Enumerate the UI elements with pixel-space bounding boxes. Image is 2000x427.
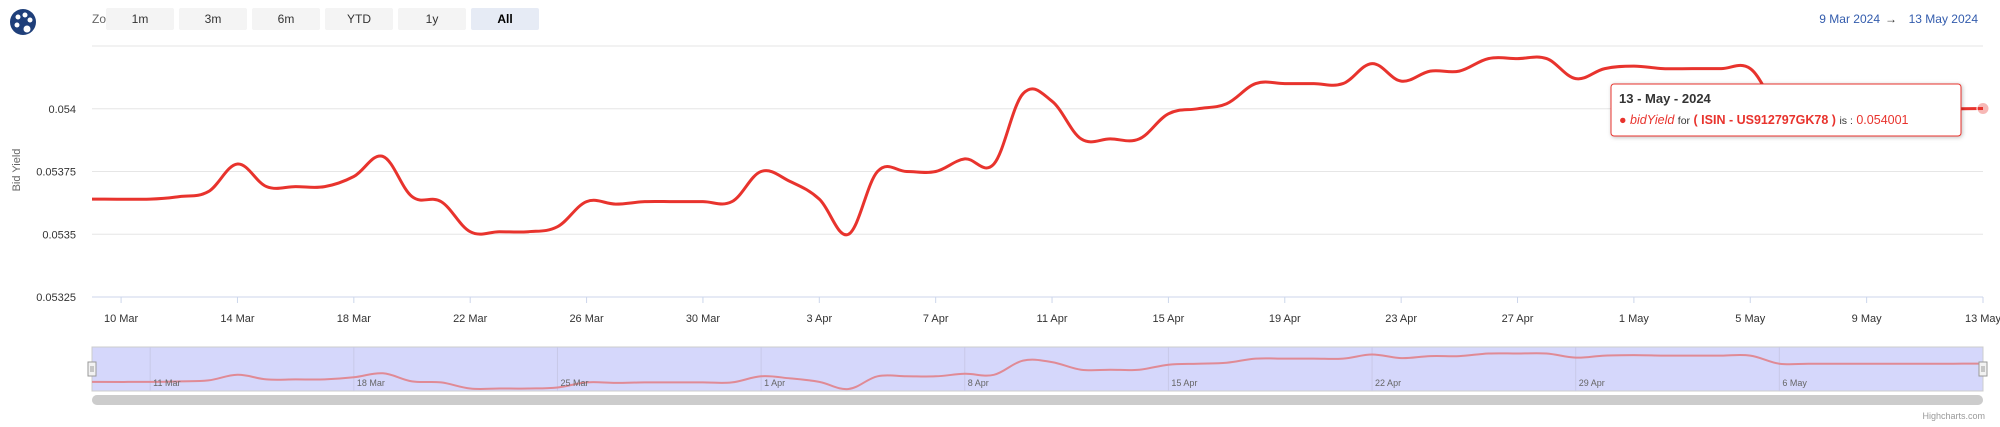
y-tick-label: 0.05325 — [36, 292, 76, 304]
x-tick-label: 14 Mar — [220, 313, 255, 325]
y-tick-label: 0.054 — [48, 104, 76, 116]
navigator-tick-label: 22 Apr — [1375, 378, 1401, 388]
zoom-buttons: 1m 3m 6m YTD 1y All — [106, 8, 539, 30]
x-tick-label: 7 Apr — [923, 313, 949, 325]
x-tick-label: 3 Apr — [806, 313, 832, 325]
zoom-button-label: 3m — [205, 12, 222, 26]
navigator-tick-label: 6 May — [1782, 378, 1807, 388]
x-tick-label: 22 Mar — [453, 313, 488, 325]
tooltip: 13 - May - 2024 ● bidYield for ( ISIN - … — [1610, 83, 1962, 137]
zoom-button-label: YTD — [347, 12, 371, 26]
y-tick-label: 0.05375 — [36, 167, 76, 179]
navigator-tick-label: 1 Apr — [764, 378, 785, 388]
navigator-tick-label: 25 Mar — [560, 378, 588, 388]
navigator-handle-right[interactable] — [1978, 361, 1988, 377]
x-tick-label: 11 Apr — [1037, 313, 1068, 325]
navigator-tick-label: 18 Mar — [357, 378, 385, 388]
x-tick-label: 18 Mar — [337, 313, 372, 325]
palette-icon[interactable] — [10, 9, 36, 35]
x-tick-label: 10 Mar — [104, 313, 139, 325]
x-tick-label: 26 Mar — [569, 313, 604, 325]
navigator-tick-label: 15 Apr — [1171, 378, 1197, 388]
zoom-button-1m[interactable]: 1m — [106, 8, 174, 30]
x-tick-label: 27 Apr — [1502, 313, 1534, 325]
zoom-button-label: All — [497, 12, 512, 26]
tooltip-series-name: bidYield — [1630, 113, 1675, 127]
tooltip-value: 0.054001 — [1856, 113, 1908, 127]
zoom-button-6m[interactable]: 6m — [252, 8, 320, 30]
tooltip-for: for — [1678, 115, 1691, 127]
y-tick-label: 0.0535 — [42, 229, 76, 241]
date-range-arrow: → — [1885, 12, 1897, 26]
navigator-mask[interactable] — [91, 346, 1984, 392]
navigator-tick-label: 8 Apr — [968, 378, 989, 388]
x-tick-label: 5 May — [1735, 313, 1765, 325]
zoom-button-label: 1m — [132, 12, 149, 26]
zoom-button-all[interactable]: All — [471, 8, 539, 30]
x-axis: 10 Mar 14 Mar 18 Mar 22 Mar 26 Mar 30 Mar 3 Ap… — [104, 297, 2000, 325]
credits[interactable]: Highcharts.com — [1922, 411, 1985, 421]
zoom-button-ytd[interactable]: YTD — [325, 8, 393, 30]
date-range-from[interactable]: 9 Mar 2024 — [1819, 12, 1880, 26]
x-tick-label: 30 Mar — [686, 313, 721, 325]
navigator-series-line — [91, 352, 1984, 391]
x-tick-label: 23 Apr — [1385, 313, 1417, 325]
navigator-ticks: 11 Mar 18 Mar 25 Mar 1 Apr 8 Apr 15 Apr 22 Apr… — [153, 378, 1807, 388]
navigator-handle-left[interactable] — [87, 361, 97, 377]
tooltip-isin: ( ISIN - US912797GK78 ) — [1694, 113, 1836, 127]
x-tick-label: 19 Apr — [1269, 313, 1301, 325]
svg-text:● bidYield for: ● bidYield for ( ISIN - US912797GK78 ) i… — [1619, 113, 1909, 127]
date-range-to[interactable]: 13 May 2024 — [1909, 12, 1979, 26]
x-tick-label: 15 Apr — [1153, 313, 1185, 325]
tooltip-date: 13 - May - 2024 — [1619, 91, 1712, 106]
navigator-tick-label: 11 Mar — [153, 378, 180, 388]
zoom-button-3m[interactable]: 3m — [179, 8, 247, 30]
x-tick-label: 9 May — [1852, 313, 1882, 325]
x-tick-label: 1 May — [1619, 313, 1649, 325]
zoom-button-label: 6m — [278, 12, 295, 26]
scrollbar-thumb[interactable] — [92, 395, 1983, 405]
tooltip-box — [1610, 83, 1962, 137]
y-axis: 0.054 0.05375 0.0535 0.05325 — [36, 104, 76, 304]
series-line[interactable] — [91, 55, 1984, 237]
hover-marker — [1976, 101, 1990, 115]
zoom-button-1y[interactable]: 1y — [398, 8, 466, 30]
navigator-tick-label: 29 Apr — [1579, 378, 1605, 388]
navigator: 11 Mar 18 Mar 25 Mar 1 Apr 8 Apr 15 Apr 22 Apr… — [87, 346, 1988, 405]
x-tick-label: 13 May — [1965, 313, 2000, 325]
navigator-grid — [149, 347, 1780, 391]
tooltip-is: is : — [1839, 115, 1852, 127]
y-axis-title: Bid Yield — [11, 149, 23, 192]
zoom-button-label: 1y — [426, 12, 439, 26]
tooltip-series-dot: ● — [1619, 113, 1627, 127]
